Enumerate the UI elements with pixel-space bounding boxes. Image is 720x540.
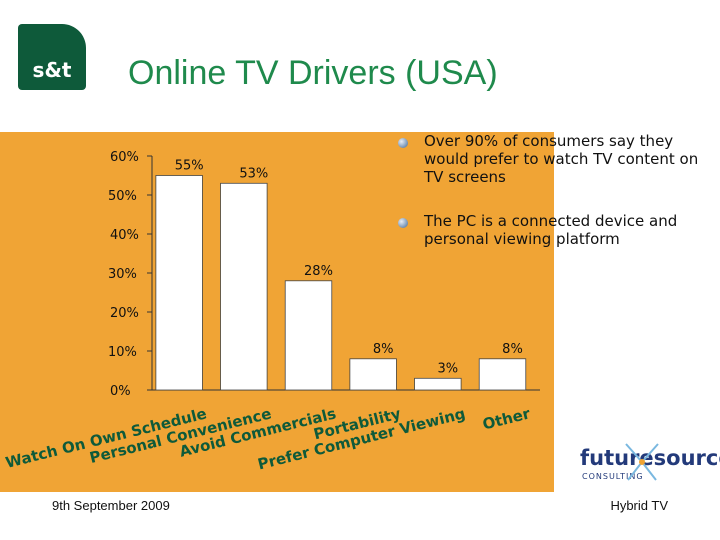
bar — [284, 280, 333, 391]
y-tick-label: 20% — [110, 306, 139, 321]
y-tick-label: 40% — [110, 228, 139, 243]
data-label: 3% — [438, 361, 459, 376]
futuresource-logo: futuresource — [580, 446, 720, 470]
logo-text: s&t — [32, 58, 72, 82]
data-label: 55% — [175, 159, 204, 174]
bullet-item: The PC is a connected device and persona… — [398, 212, 708, 248]
bullet-text: Over 90% of consumers say they would pre… — [424, 132, 699, 186]
bullet-text: The PC is a connected device and persona… — [424, 212, 678, 248]
futuresource-star-icon — [625, 443, 659, 481]
data-label: 28% — [304, 264, 333, 279]
bullet-icon — [398, 138, 408, 148]
bullet-icon — [398, 218, 408, 228]
bar — [478, 358, 527, 391]
y-tick-label: 60% — [110, 150, 139, 165]
footer-date: 9th September 2009 — [52, 498, 170, 513]
st-logo: s&t — [18, 24, 86, 90]
bar-chart: 0%10%20%30%40%50%60%55%53%28%8%3%8%Watch… — [4, 150, 540, 473]
chart-panel: 0% 10% 20% 30% 40% 50% 60% 55% 53% 28% 8% 3% 8% Watch… — [0, 132, 554, 492]
bar — [155, 175, 203, 391]
data-label: 8% — [502, 342, 523, 357]
x-tick-label: Other — [481, 404, 533, 433]
y-tick-label: 10% — [108, 345, 137, 360]
bullet-list: Over 90% of consumers say they would pre… — [398, 132, 708, 274]
bar — [220, 182, 268, 391]
bullet-item: Over 90% of consumers say they would pre… — [398, 132, 708, 186]
futuresource-logo-subtitle: CONSULTING — [582, 472, 644, 481]
bar — [349, 358, 397, 391]
y-tick-label: 0% — [110, 384, 131, 399]
footer-label: Hybrid TV — [610, 498, 668, 513]
y-tick-label: 30% — [108, 267, 137, 282]
data-label: 53% — [239, 166, 268, 181]
page-title: Online TV Drivers (USA) — [128, 54, 498, 92]
bar — [414, 377, 462, 391]
y-tick-label: 50% — [108, 189, 137, 204]
data-label: 8% — [373, 342, 394, 357]
